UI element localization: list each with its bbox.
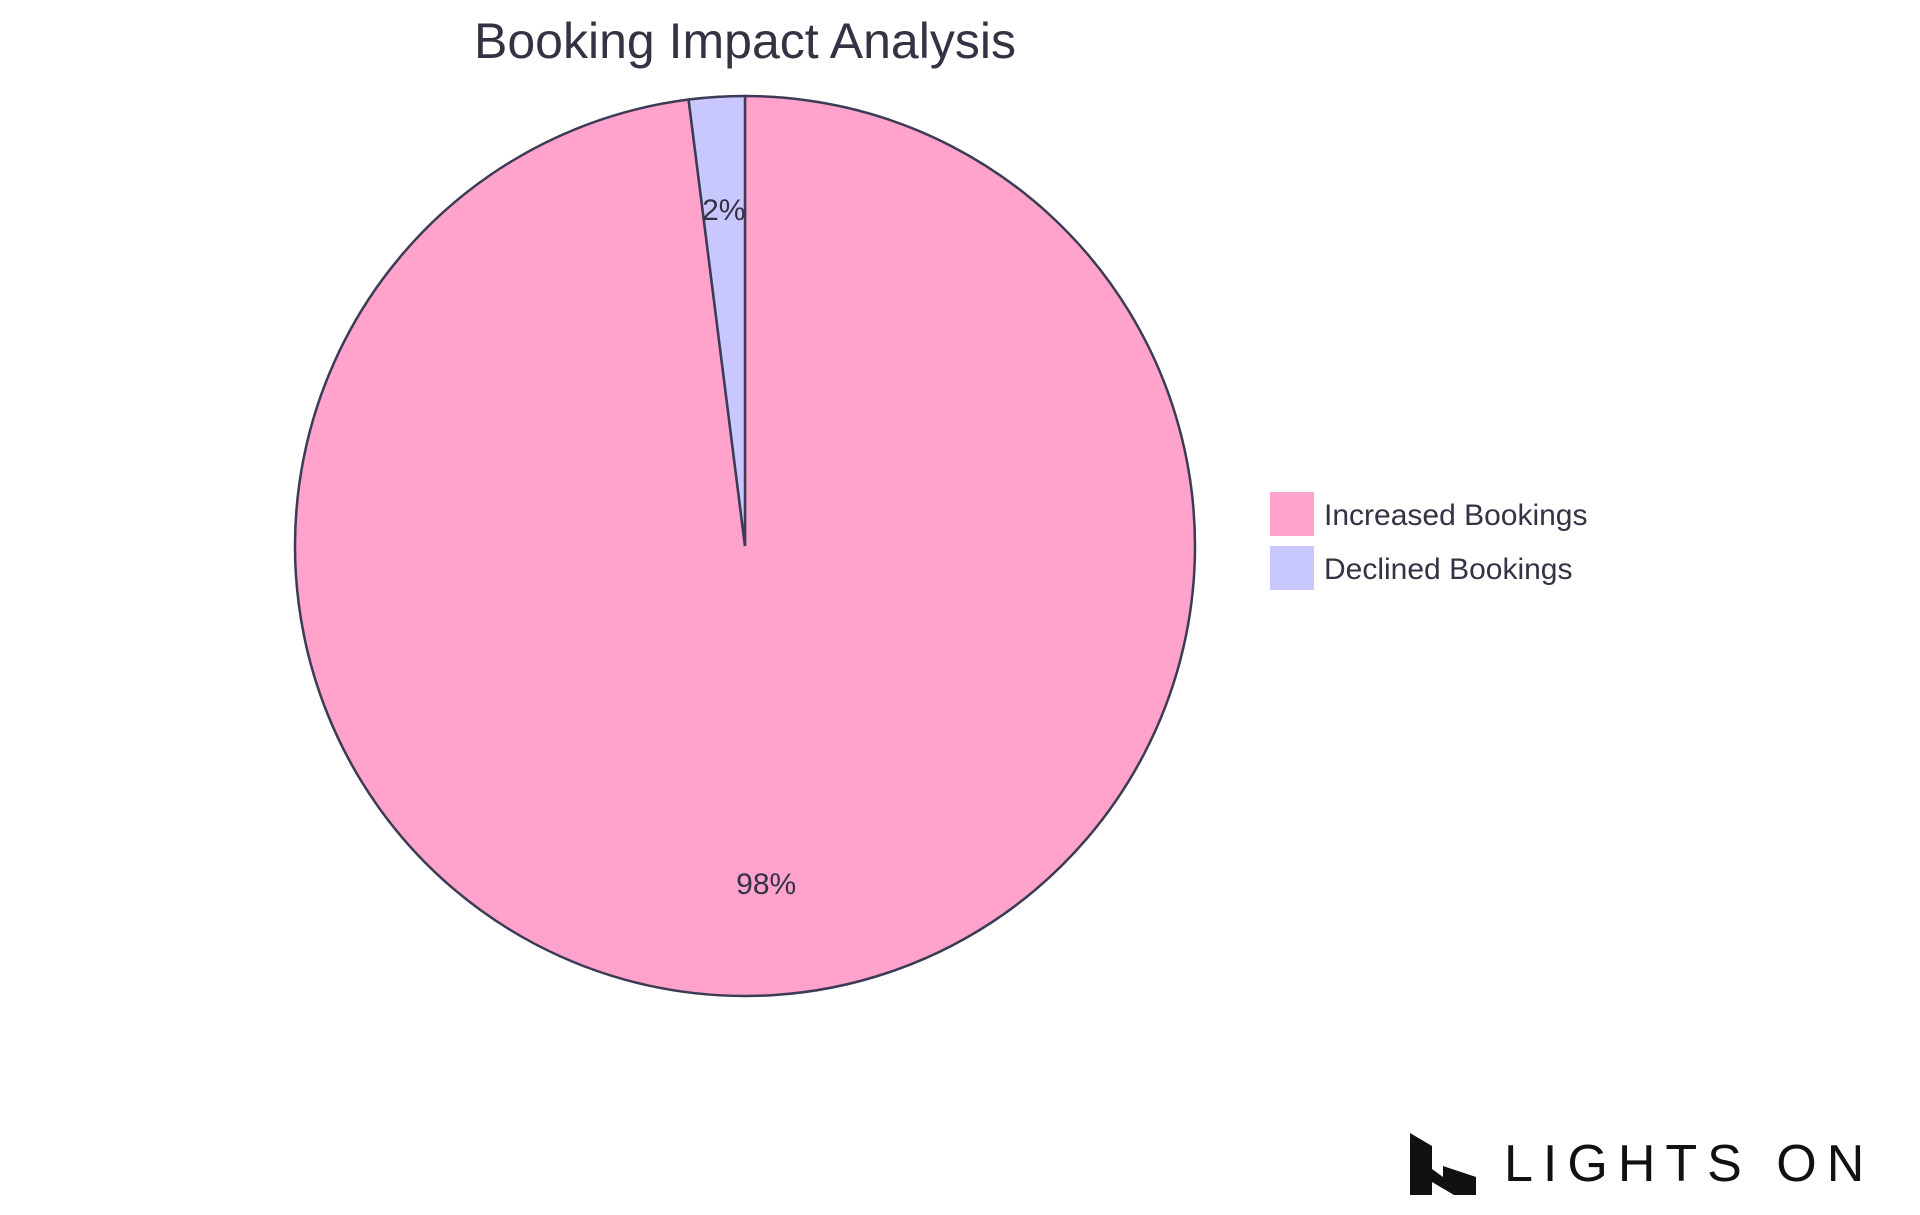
legend-label-declined-bookings: Declined Bookings — [1324, 553, 1572, 586]
legend-swatch-increased-bookings — [1270, 492, 1314, 536]
pie-slice-declined-bookings — [687, 94, 747, 547]
logo-text: LIGHTS ON — [1504, 1135, 1875, 1193]
legend-label-increased-bookings: Increased Bookings — [1324, 499, 1588, 532]
legend-swatch-declined-bookings — [1270, 546, 1314, 590]
slice-label-declined-bookings: 2% — [702, 194, 745, 227]
slice-labels: 98% 2% — [702, 194, 796, 901]
logo-mark-icon — [1410, 1133, 1476, 1195]
slice-label-increased-bookings: 98% — [736, 868, 796, 901]
chart-title: Booking Impact Analysis — [474, 13, 1016, 69]
pie-slices — [293, 94, 1197, 998]
lights-on-logo: LIGHTS ON — [1410, 1133, 1874, 1195]
legend: Increased Bookings Declined Bookings — [1270, 492, 1588, 590]
